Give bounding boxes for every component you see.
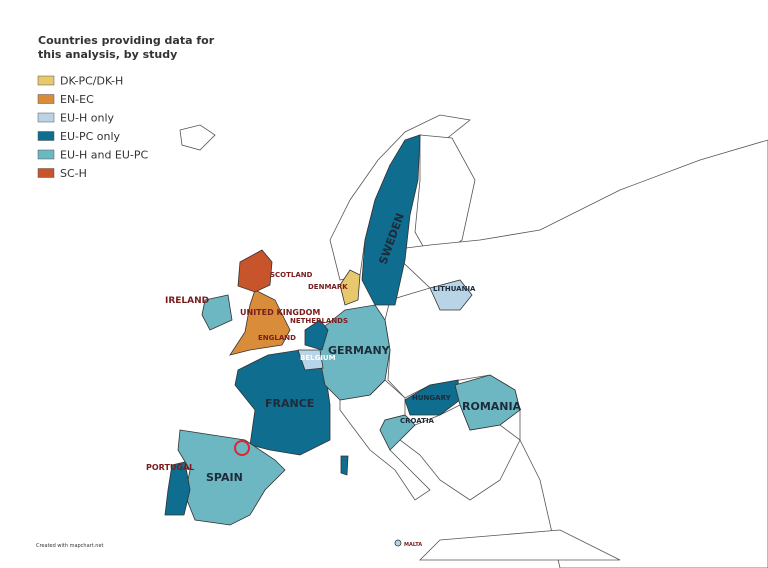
denmark (339, 269, 361, 306)
france (234, 349, 331, 456)
country-label: HUNGARY (412, 394, 452, 402)
country-label: LITHUANIA (433, 285, 476, 293)
country-label: IRELAND (165, 296, 209, 306)
germany (319, 304, 391, 401)
country-label: MALTA (404, 542, 422, 548)
legend-swatch (37, 168, 55, 178)
country-label: ENGLAND (258, 334, 296, 342)
scotland (237, 249, 273, 293)
legend-label: EN-EC (60, 93, 94, 106)
title: this analysis, by study (38, 48, 177, 61)
legend-label: EU-H only (60, 112, 114, 125)
country-label: SCOTLAND (270, 271, 313, 279)
country-label: UNITED KINGDOM (240, 308, 320, 317)
croatia (379, 414, 416, 451)
malta (394, 539, 402, 547)
legend-label: EU-PC only (60, 130, 121, 143)
country-label: NETHERLANDS (290, 317, 348, 325)
belgium (297, 349, 324, 371)
england (229, 289, 291, 356)
lithuania (429, 279, 473, 311)
spain (177, 429, 286, 526)
countries (164, 134, 521, 547)
legend-swatch (37, 149, 55, 160)
country-label: ROMANIA (462, 400, 522, 413)
legend: DK-PC/DK-H EN-EC EU-H only EU-PC only EU-H a… (37, 75, 149, 180)
legend-label: DK-PC/DK-H (60, 75, 123, 88)
country-label: DENMARK (308, 283, 348, 291)
legend-swatch (37, 75, 55, 86)
country-label: SPAIN (206, 471, 243, 484)
corsica (340, 455, 349, 476)
romania (454, 374, 521, 431)
ireland (201, 294, 233, 331)
country-label: GERMANY (328, 344, 391, 357)
legend-label: EU-H and EU-PC (60, 149, 149, 162)
sweden (361, 134, 421, 306)
country-label: FRANCE (265, 397, 314, 410)
title: Countries providing data for (38, 34, 215, 47)
legend-swatch (37, 94, 55, 104)
portugal (164, 461, 191, 516)
legend-label: SC-H (60, 167, 87, 180)
country-label: PORTUGAL (146, 463, 194, 472)
country-label: BELGIUM (300, 354, 336, 362)
country-label: CROATIA (400, 417, 435, 425)
marker (234, 440, 250, 456)
netherlands (304, 319, 329, 351)
legend-swatch (37, 112, 55, 123)
legend-swatch (37, 131, 55, 141)
credit: Created with mapchart.net (36, 543, 104, 549)
